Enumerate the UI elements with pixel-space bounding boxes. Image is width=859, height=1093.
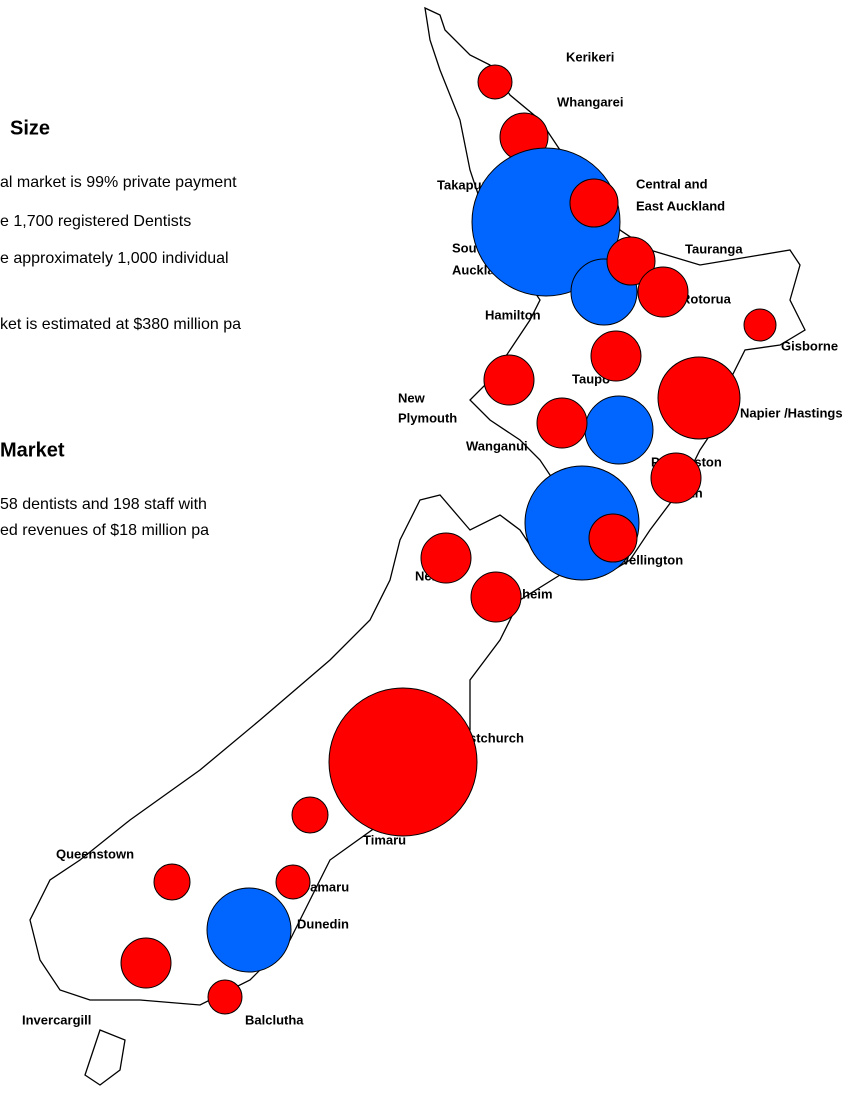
city-label: Whangarei — [557, 94, 623, 109]
bubble — [207, 979, 243, 1015]
bubble — [743, 308, 777, 342]
bubble — [420, 532, 472, 584]
stewart-island — [84, 1029, 126, 1086]
city-label: Wanganui — [466, 438, 528, 453]
bubble — [291, 796, 329, 834]
city-label: Kerikeri — [566, 49, 614, 64]
city-label: Tauranga — [685, 241, 743, 256]
bubble — [120, 937, 172, 989]
bubble — [477, 64, 513, 100]
bubble — [470, 571, 522, 623]
coastline — [29, 6, 806, 1086]
city-label: Invercargill — [22, 1012, 91, 1027]
bullet-text: 58 dentists and 198 staff with — [0, 496, 207, 513]
bubble — [657, 356, 741, 440]
city-label: Gisborne — [781, 338, 838, 353]
south-island — [29, 494, 562, 1006]
city-label: Hamilton — [485, 307, 541, 322]
city-label: East Auckland — [636, 198, 725, 213]
bullet-text: ket is estimated at $380 million pa — [0, 316, 241, 333]
city-label: Rotorua — [681, 291, 732, 306]
heading: Market — [0, 439, 65, 461]
bubble — [328, 687, 478, 837]
city-label: Oamaru — [300, 879, 349, 894]
city-label: Plymouth — [398, 410, 457, 425]
city-label: Timaru — [363, 832, 406, 847]
bubble — [590, 330, 642, 382]
city-label: Balclutha — [245, 1012, 304, 1027]
city-label: Central and — [636, 176, 708, 191]
heading: Size — [10, 117, 50, 139]
bubble — [569, 178, 619, 228]
bullet-text: e approximately 1,000 individual — [0, 250, 229, 267]
bubble — [536, 397, 588, 449]
bubble — [275, 864, 311, 900]
city-label: Queenstown — [56, 846, 134, 861]
bubble — [584, 395, 654, 465]
bullet-text: al market is 99% private payment — [0, 174, 237, 191]
city-label: Wellington — [617, 552, 683, 567]
city-label: New — [398, 390, 426, 405]
bubbles — [120, 64, 777, 1015]
bubble — [153, 863, 191, 901]
bubble — [637, 266, 689, 318]
bullet-text: e 1,700 registered Dentists — [0, 213, 191, 230]
bubble — [650, 452, 702, 504]
bubble — [206, 887, 292, 973]
city-label: Napier /Hastings — [740, 405, 843, 420]
bullet-text: ed revenues of $18 million pa — [0, 522, 209, 539]
bubble — [606, 236, 656, 286]
bubble — [483, 354, 535, 406]
city-label: Dunedin — [297, 916, 349, 931]
bubble — [588, 513, 638, 563]
